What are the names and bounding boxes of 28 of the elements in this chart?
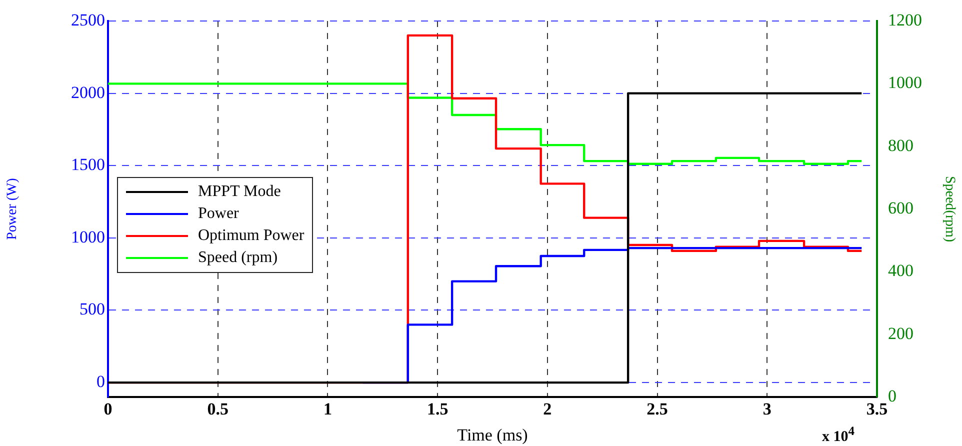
y-tick-label: 2500: [71, 10, 105, 30]
x-axis-title: Time (ms): [457, 425, 528, 444]
y2-tick-label: 0: [888, 386, 896, 406]
text: x 10$^{4}$: [822, 424, 854, 446]
y-axis-title: Power (W): [5, 178, 20, 240]
y2-tick-label: 1200: [888, 10, 922, 30]
x-tick-label: 2: [543, 400, 552, 419]
y-tick-label: 0: [96, 372, 105, 392]
legend-label: Power: [198, 204, 239, 224]
y2-tick-label: 800: [888, 136, 914, 155]
y2-tick-label: 600: [888, 198, 914, 218]
y2-tick-label: 400: [888, 261, 914, 280]
y2-axis-title: Speed(rpm): [942, 176, 957, 242]
y-tick-label: 500: [80, 300, 105, 319]
y2-tick-label: 200: [888, 324, 914, 343]
y-tick-label: 2000: [71, 82, 105, 102]
x-tick-label: 0.5: [207, 400, 228, 419]
x-tick-label: 3: [762, 400, 772, 419]
x-tick-label: 3.5: [866, 400, 888, 419]
y-tick-label: 1000: [71, 227, 105, 246]
x-tick-label: 2.5: [646, 400, 668, 419]
legend-label: Optimum Power: [198, 226, 304, 246]
y2-tick-label: 1000: [888, 73, 922, 92]
x-tick-label: 1: [323, 400, 332, 419]
legend-label: Speed (rpm): [198, 248, 278, 268]
x-tick-label: 1.5: [426, 400, 448, 419]
y-tick-label: 1500: [71, 155, 105, 174]
legend-label: MPPT Mode: [198, 182, 281, 202]
